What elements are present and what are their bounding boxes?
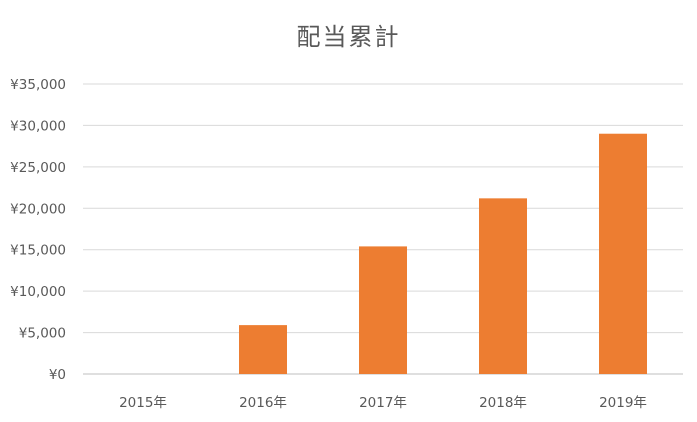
x-tick-label: 2015年	[119, 395, 167, 411]
bar	[359, 246, 407, 374]
x-tick-label: 2018年	[479, 395, 527, 411]
y-tick-label: ¥10,000	[10, 284, 66, 300]
x-tick-label: 2016年	[239, 395, 287, 411]
bar	[239, 325, 287, 374]
x-tick-label: 2017年	[359, 395, 407, 411]
y-tick-label: ¥0	[49, 367, 66, 383]
bar	[479, 198, 527, 374]
y-tick-label: ¥5,000	[19, 326, 66, 342]
y-tick-label: ¥25,000	[10, 160, 66, 176]
chart-title: 配当累計	[296, 23, 401, 51]
x-tick-label: 2019年	[599, 395, 647, 411]
bar	[599, 133, 647, 374]
y-tick-label: ¥30,000	[10, 118, 66, 134]
y-tick-label: ¥35,000	[10, 77, 66, 93]
y-tick-label: ¥15,000	[10, 243, 66, 259]
y-tick-label: ¥20,000	[10, 201, 66, 217]
